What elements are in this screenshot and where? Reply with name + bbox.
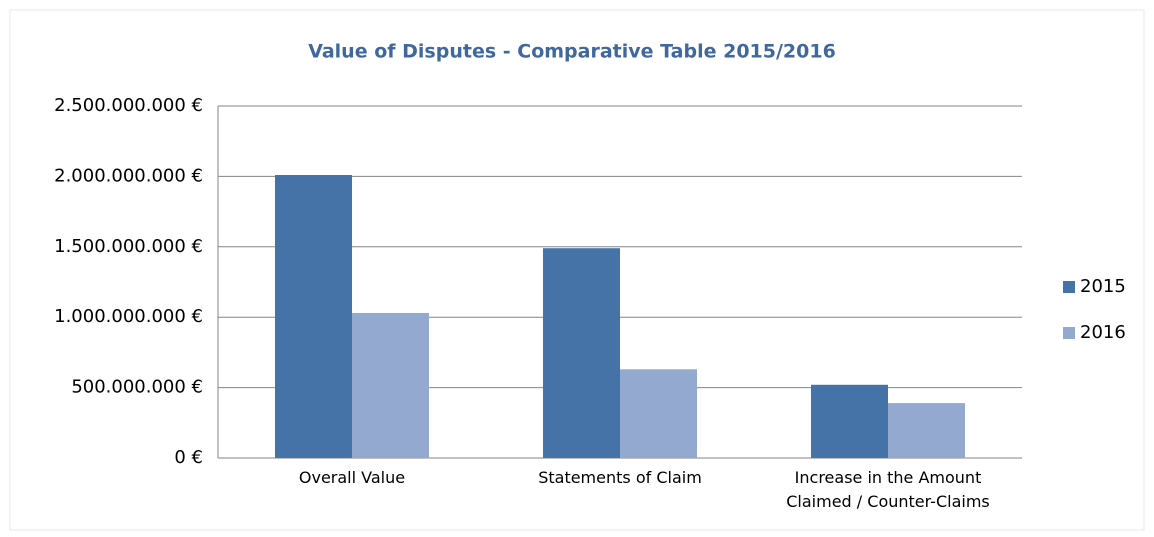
bar: [811, 384, 888, 458]
legend-swatch: [1063, 281, 1075, 293]
x-tick-label: Statements of Claim: [538, 468, 702, 487]
chart-border: [9, 9, 1145, 531]
legend-swatch: [1063, 327, 1075, 339]
y-tick-label: 1.000.000.000 €: [54, 306, 203, 327]
y-tick-label: 2.000.000.000 €: [54, 165, 203, 186]
y-tick-label: 0 €: [174, 447, 203, 468]
y-tick-label: 1.500.000.000 €: [54, 236, 203, 257]
bar: [888, 403, 965, 458]
legend-label: 2016: [1080, 322, 1126, 343]
x-tick-label: Overall Value: [298, 468, 406, 487]
x-tick-label: Increase in the Amount Claimed / Counter…: [786, 468, 990, 511]
bar: [543, 248, 620, 458]
legend-label: 2015: [1080, 276, 1126, 297]
chart-title: Value of Disputes - Comparative Table 20…: [308, 41, 836, 63]
bar: [620, 369, 697, 458]
y-tick-label: 2.500.000.000 €: [54, 95, 203, 116]
bar: [352, 312, 429, 458]
bar: [275, 174, 352, 458]
y-tick-label: 500.000.000 €: [71, 377, 203, 398]
